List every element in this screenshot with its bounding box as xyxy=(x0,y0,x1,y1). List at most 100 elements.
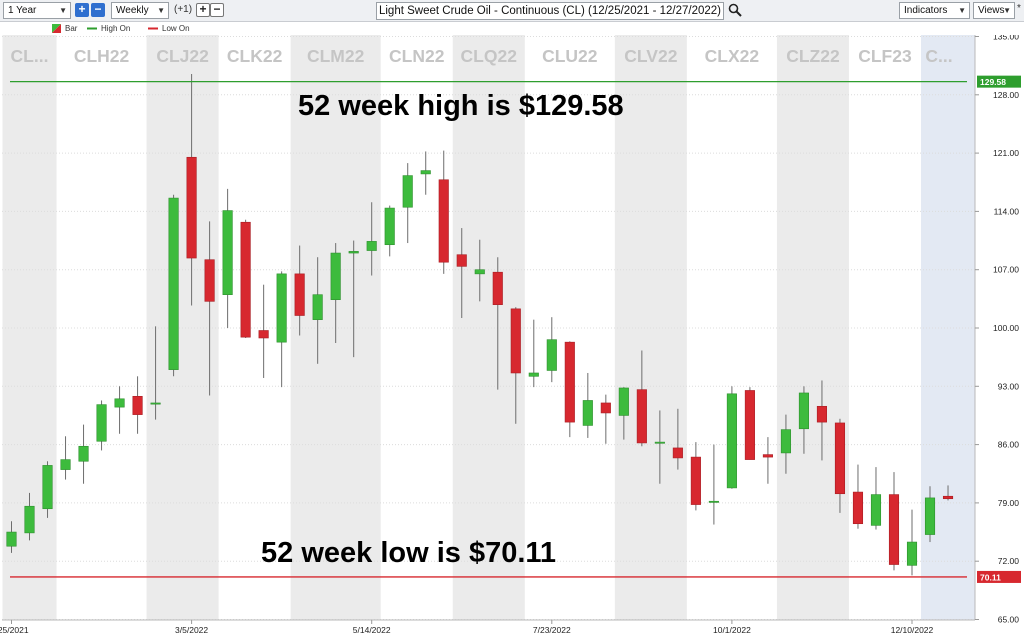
candle-body[interactable] xyxy=(312,294,323,320)
candle-body[interactable] xyxy=(402,175,413,208)
bar-series-icon xyxy=(52,24,61,34)
views-label: Views xyxy=(978,5,1005,16)
high-price-tag-label: 129.58 xyxy=(980,77,1006,87)
favorite-star[interactable]: * xyxy=(1017,3,1021,14)
candle-body[interactable] xyxy=(834,422,846,495)
candle-body[interactable] xyxy=(582,400,593,426)
search-icon[interactable] xyxy=(728,3,742,17)
interval-select[interactable]: Weekly ▼ xyxy=(111,2,169,19)
candle-body[interactable] xyxy=(762,454,773,458)
candle-body[interactable] xyxy=(438,179,449,263)
candle-body[interactable] xyxy=(186,156,197,259)
legend-high-label: High On xyxy=(101,24,131,33)
candle-body[interactable] xyxy=(816,405,828,423)
chart-legend: Bar High On Low On xyxy=(0,22,1024,35)
candle-body[interactable] xyxy=(78,445,89,462)
legend-low-label: Low On xyxy=(162,24,190,33)
candle-body[interactable] xyxy=(258,330,269,339)
x-tick-label: 5/14/2022 xyxy=(353,625,391,635)
low-price-tag xyxy=(977,570,1021,583)
candle-body[interactable] xyxy=(690,456,701,505)
candle-body[interactable] xyxy=(852,491,864,525)
candle-body[interactable] xyxy=(348,251,359,254)
candle-body[interactable] xyxy=(294,273,305,316)
candle-body[interactable] xyxy=(654,441,665,444)
contract-label: CLQ22 xyxy=(461,46,518,66)
legend-high[interactable]: High On xyxy=(87,24,130,33)
offset-decrease-button[interactable]: − xyxy=(210,3,224,17)
contract-label: CL... xyxy=(11,46,49,66)
y-tick-label: 72.00 xyxy=(998,556,1020,566)
candle-body[interactable] xyxy=(204,259,215,302)
candle-body[interactable] xyxy=(96,404,107,442)
candle-body[interactable] xyxy=(798,392,809,430)
y-tick-label: 114.00 xyxy=(994,206,1020,216)
contract-label: CLZ22 xyxy=(786,46,840,66)
range-select[interactable]: 1 Year ▼ xyxy=(3,2,71,19)
y-tick-label: 135.00 xyxy=(993,35,1019,42)
legend-bar[interactable]: Bar xyxy=(52,24,77,34)
contract-label: CLH22 xyxy=(74,46,130,66)
y-axis-panel xyxy=(975,35,1024,639)
candle-body[interactable] xyxy=(744,390,755,460)
x-axis-panel xyxy=(0,620,975,639)
candle-body[interactable] xyxy=(636,389,647,444)
candle-body[interactable] xyxy=(384,207,395,246)
candle-body[interactable] xyxy=(222,210,233,295)
low-annotation: 52 week low is $70.11 xyxy=(261,537,556,569)
candle-body[interactable] xyxy=(888,494,900,565)
candle-body[interactable] xyxy=(60,459,71,470)
toolbar: 1 Year ▼ + − Weekly ▼ (+1) + − Light Swe… xyxy=(0,0,1024,22)
candle-body[interactable] xyxy=(780,429,791,454)
contract-label: CLJ22 xyxy=(156,46,209,66)
candle-body[interactable] xyxy=(132,395,143,415)
legend-low[interactable]: Low On xyxy=(148,24,190,33)
contract-label: CLF23 xyxy=(858,46,912,66)
candle-body[interactable] xyxy=(168,197,179,370)
candle-body[interactable] xyxy=(6,531,17,547)
y-tick-label: 107.00 xyxy=(993,265,1019,275)
candle-body[interactable] xyxy=(546,339,557,371)
candle-body[interactable] xyxy=(240,221,251,338)
interval-value: Weekly xyxy=(116,5,149,16)
candle-body[interactable] xyxy=(906,541,918,566)
candle-body[interactable] xyxy=(672,447,683,459)
indicators-dropdown[interactable]: Indicators ▼ xyxy=(899,2,970,19)
offset-increase-button[interactable]: + xyxy=(196,3,210,17)
candle-body[interactable] xyxy=(114,398,125,408)
zoom-in-button[interactable]: + xyxy=(75,3,89,17)
low-price-tag-label: 70.11 xyxy=(980,572,1001,582)
y-tick-label: 93.00 xyxy=(998,381,1020,391)
candle-body[interactable] xyxy=(420,170,431,175)
high-annotation: 52 week high is $129.58 xyxy=(298,90,624,122)
zoom-out-button[interactable]: − xyxy=(91,3,105,17)
candle-body[interactable] xyxy=(330,252,341,300)
candle-body[interactable] xyxy=(870,494,882,526)
symbol-title[interactable]: Light Sweet Crude Oil - Continuous (CL) … xyxy=(376,2,724,20)
candle-body[interactable] xyxy=(366,241,377,251)
candle-body[interactable] xyxy=(42,465,53,510)
views-dropdown[interactable]: Views ▼ xyxy=(973,2,1015,19)
candle-body[interactable] xyxy=(726,393,737,489)
x-tick-label: 12/10/2022 xyxy=(891,625,934,635)
x-tick-label: 10/1/2022 xyxy=(713,625,751,635)
candle-body[interactable] xyxy=(276,273,287,343)
candle-body[interactable] xyxy=(708,500,719,503)
candle-body[interactable] xyxy=(456,254,467,267)
candle-body[interactable] xyxy=(942,495,954,500)
candle-body[interactable] xyxy=(618,387,629,416)
candle-body[interactable] xyxy=(924,497,936,535)
candle-body[interactable] xyxy=(510,308,521,374)
high-price-tag xyxy=(977,75,1021,88)
candle-body[interactable] xyxy=(492,271,503,305)
price-chart[interactable]: CL... CLH22 CLJ22 CLK22 CLM22 CLN22 CLQ22 CLU22… xyxy=(0,35,1024,639)
y-tick-label: 65.00 xyxy=(998,615,1020,625)
candle-body[interactable] xyxy=(528,372,539,377)
candle-body[interactable] xyxy=(600,402,611,414)
y-tick-label: 86.00 xyxy=(998,440,1020,450)
candle-body[interactable] xyxy=(24,505,35,534)
candle-body[interactable] xyxy=(150,402,161,405)
candle-body[interactable] xyxy=(474,269,485,275)
indicators-label: Indicators xyxy=(904,5,948,16)
candle-body[interactable] xyxy=(564,341,575,423)
